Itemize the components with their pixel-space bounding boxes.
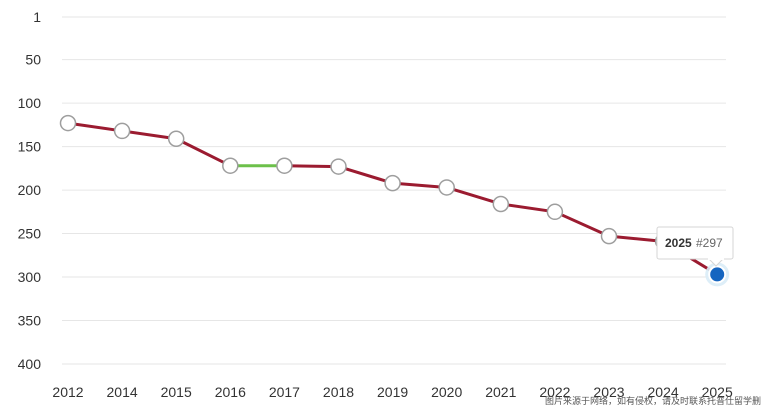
line-segment [445, 185, 503, 206]
line-segment [282, 164, 340, 169]
data-point[interactable] [438, 179, 455, 196]
y-tick-label: 350 [18, 313, 42, 329]
line-segment [391, 181, 449, 189]
line-segment [174, 137, 232, 168]
data-point-highlighted[interactable] [708, 265, 727, 284]
x-tick-label: 2021 [485, 384, 516, 400]
y-tick-label: 150 [18, 139, 42, 155]
data-markers[interactable] [59, 114, 730, 287]
data-point[interactable] [600, 227, 618, 245]
data-point[interactable] [167, 130, 185, 148]
series-line [66, 121, 719, 276]
x-tick-label: 2023 [593, 384, 624, 400]
y-tick-label: 250 [18, 226, 42, 242]
data-point[interactable] [59, 114, 77, 132]
line-segment [120, 129, 178, 141]
x-tick-label: 2014 [107, 384, 138, 400]
x-tick-label: 2017 [269, 384, 300, 400]
line-segment [553, 210, 611, 238]
data-point[interactable] [222, 157, 239, 174]
x-tick-label: 2015 [161, 384, 192, 400]
tooltip-pointer-mask [708, 257, 724, 260]
y-tick-label: 300 [18, 269, 42, 285]
tooltip-rank: #297 [696, 236, 723, 250]
x-tick-label: 2018 [323, 384, 354, 400]
y-tick-label: 200 [18, 182, 42, 198]
y-tick-label: 400 [18, 356, 42, 372]
x-tick-label: 2012 [52, 384, 83, 400]
tooltip: 2025 #297 [656, 226, 734, 267]
x-tick-label: 2020 [431, 384, 462, 400]
line-segment [499, 202, 557, 214]
tooltip-box [656, 226, 734, 260]
x-axis-tick-labels: 2012 2014 2015 2016 2017 2018 2019 2020 2021 2022… [52, 384, 733, 400]
data-point[interactable] [113, 122, 131, 140]
y-tick-label: 1 [33, 9, 41, 25]
data-point[interactable] [330, 158, 347, 175]
x-tick-label: 2022 [539, 384, 570, 400]
line-segment [66, 121, 124, 133]
data-point[interactable] [546, 203, 564, 221]
watermark-text: 图片来源于网络，如有侵权，请及时联系托普仕留学删除 [545, 396, 761, 406]
data-point[interactable] [492, 195, 510, 213]
x-tick-label: 2025 [702, 384, 733, 400]
x-tick-label: 2016 [215, 384, 246, 400]
tooltip-year: 2025 [665, 236, 692, 250]
x-tick-label: 2024 [648, 384, 679, 400]
data-point[interactable] [276, 157, 293, 174]
y-tick-label: 100 [18, 95, 42, 111]
line-segment [607, 234, 665, 243]
data-point[interactable] [384, 174, 401, 192]
x-tick-label: 2019 [377, 384, 408, 400]
line-segment [337, 165, 395, 185]
y-tick-label: 50 [25, 52, 41, 68]
